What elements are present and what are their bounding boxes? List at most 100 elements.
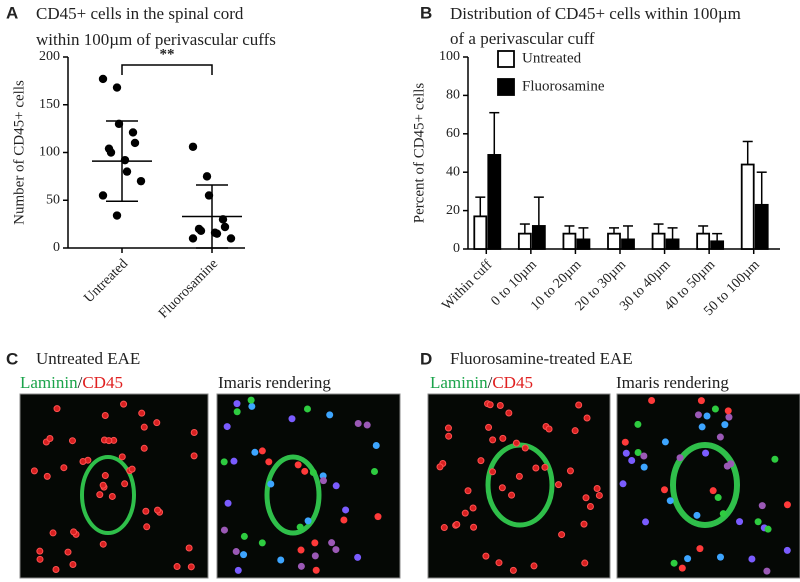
cell <box>185 544 193 552</box>
cell <box>304 517 312 525</box>
cell <box>326 411 334 419</box>
data-point <box>98 191 108 200</box>
bar <box>607 232 621 250</box>
cell <box>586 503 594 511</box>
cell <box>477 457 485 465</box>
cell <box>220 526 228 534</box>
cell <box>580 520 588 528</box>
data-point <box>212 229 222 238</box>
panel-title: Untreated EAE <box>36 349 140 368</box>
cell <box>509 566 517 574</box>
cell <box>464 487 472 495</box>
cell <box>142 507 150 515</box>
cell <box>230 457 238 465</box>
cell <box>716 433 724 441</box>
cell <box>558 531 566 539</box>
bar <box>621 238 635 250</box>
data-point <box>218 215 228 224</box>
cell <box>190 429 198 437</box>
cell <box>354 553 362 561</box>
cell <box>108 492 116 500</box>
legend-label: Fluorosamine <box>522 78 605 94</box>
y-axis-label: Number of CD45+ cells <box>11 80 27 225</box>
cell <box>332 546 340 554</box>
cell <box>187 563 195 571</box>
data-point <box>188 234 198 243</box>
bar <box>665 238 680 250</box>
cell <box>634 420 642 428</box>
cell <box>485 423 493 431</box>
y-tick-label: 100 <box>439 49 460 64</box>
cell <box>173 563 181 571</box>
cell <box>486 401 494 409</box>
cell <box>240 532 248 540</box>
cell <box>566 467 574 475</box>
micrograph <box>427 393 611 579</box>
stain-label: Laminin/CD45 <box>430 373 533 392</box>
cell <box>342 506 350 514</box>
cell <box>642 518 650 526</box>
cell <box>703 412 711 420</box>
cell <box>530 562 538 570</box>
cell <box>758 502 766 510</box>
panel-title: Fluorosamine-treated EAE <box>450 349 633 368</box>
cell <box>265 458 273 466</box>
x-tick-label: Fluorosamine <box>156 256 221 321</box>
stain-green: Laminin <box>20 373 78 392</box>
cell <box>697 397 705 405</box>
cell <box>258 447 266 455</box>
cell <box>622 449 630 457</box>
y-axis-label: Percent of CD45+ cells <box>411 83 427 224</box>
cell <box>499 434 507 442</box>
cell <box>698 423 706 431</box>
x-tick-label: Within cuff <box>439 257 495 313</box>
cell <box>311 552 319 560</box>
bar <box>651 232 666 250</box>
cell <box>303 405 311 413</box>
cell <box>640 452 648 460</box>
cell <box>470 523 478 531</box>
cell <box>99 540 107 548</box>
data-point <box>128 128 138 137</box>
cell <box>296 523 304 531</box>
data-point <box>112 83 122 92</box>
data-point <box>202 172 212 181</box>
cell <box>545 425 553 433</box>
cell <box>36 547 44 555</box>
cell <box>370 467 378 475</box>
data-point <box>122 167 132 176</box>
cell <box>297 562 305 570</box>
cell <box>498 484 506 492</box>
cell <box>648 397 656 405</box>
y-tick-label: 60 <box>446 126 460 141</box>
cell <box>748 555 756 563</box>
cell <box>340 516 348 524</box>
cell <box>297 546 305 554</box>
cell <box>725 413 733 421</box>
cell <box>628 457 636 465</box>
cell <box>661 438 669 446</box>
cell <box>312 566 320 574</box>
cell <box>670 559 678 567</box>
cell <box>461 509 469 517</box>
stain-label: Laminin/CD45 <box>20 373 123 392</box>
cell <box>154 506 162 514</box>
cell <box>764 525 772 533</box>
cell <box>541 463 549 471</box>
cell <box>640 463 648 471</box>
cell <box>489 436 497 444</box>
vessel <box>264 454 322 536</box>
cell <box>277 556 285 564</box>
cell <box>694 411 702 419</box>
slash: / <box>78 373 83 392</box>
cell <box>482 552 490 560</box>
cell <box>678 564 686 572</box>
y-tick-label: 50 <box>46 192 60 207</box>
cell <box>251 448 259 456</box>
cell <box>783 501 791 509</box>
cell <box>140 423 148 431</box>
cell <box>440 524 448 532</box>
cell <box>374 513 382 521</box>
cell <box>754 518 762 526</box>
cell <box>140 444 148 452</box>
